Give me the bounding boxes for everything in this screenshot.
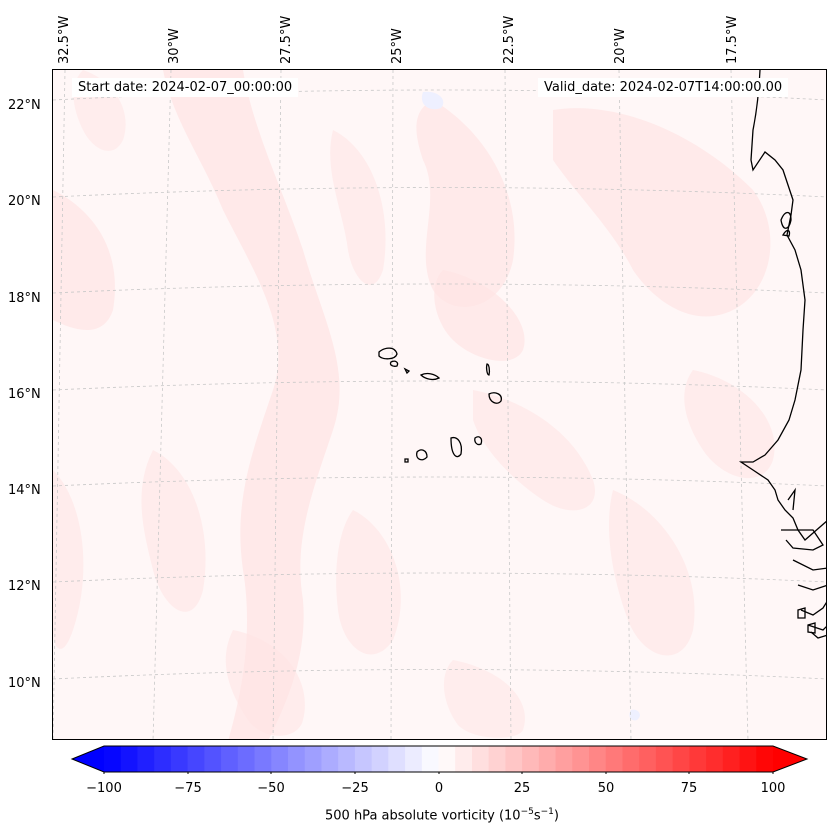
colorbar-segment bbox=[471, 746, 490, 772]
graticule bbox=[53, 70, 826, 739]
colorbar-segment bbox=[756, 746, 774, 772]
colorbar-segment bbox=[522, 746, 540, 772]
colorbar-segment bbox=[622, 746, 640, 772]
colorbar-segment bbox=[505, 746, 523, 772]
colorbar-segment bbox=[271, 746, 289, 772]
colorbar-tick-label: 25 bbox=[513, 781, 531, 796]
colorbar-segment bbox=[204, 746, 222, 772]
colorbar-segment bbox=[187, 746, 205, 772]
colorbar-segment bbox=[405, 746, 423, 772]
colorbar-segments bbox=[72, 746, 807, 772]
colorbar-segment bbox=[706, 746, 724, 772]
latitude-label: 18°N bbox=[8, 291, 41, 306]
african-coastline bbox=[738, 70, 826, 541]
colorbar-segment bbox=[589, 746, 607, 772]
valid-date-label: Valid_date: 2024-02-07T14:00:00.00 bbox=[538, 78, 789, 97]
colorbar-tick-label: 100 bbox=[760, 781, 786, 796]
longitude-label: 20°W bbox=[613, 28, 628, 64]
colorbar-tick-label: −75 bbox=[174, 781, 202, 796]
latitude-label: 20°N bbox=[8, 194, 41, 209]
colorbar-segment bbox=[354, 746, 373, 772]
colorbar-segment bbox=[455, 746, 473, 772]
colorbar-segment bbox=[137, 746, 155, 772]
colorbar-tick-label: 75 bbox=[680, 781, 698, 796]
colorbar-tick-label: 50 bbox=[597, 781, 615, 796]
colorbar-tick-label: −50 bbox=[257, 781, 285, 796]
longitude-label: 30°W bbox=[167, 28, 182, 64]
colorbar-segment bbox=[639, 746, 657, 772]
colorbar-segment bbox=[170, 746, 189, 772]
colorbar-segment bbox=[689, 746, 707, 772]
colorbar-segment bbox=[371, 746, 389, 772]
vorticity-negative-patches bbox=[421, 91, 640, 721]
latitude-label: 14°N bbox=[8, 483, 41, 498]
african-coastline bbox=[781, 487, 826, 639]
colorbar-segment bbox=[538, 746, 557, 772]
colorbar-segment bbox=[655, 746, 674, 772]
coastal-islands bbox=[780, 211, 816, 634]
colorbar-extend-max bbox=[773, 746, 807, 772]
colorbar-segment bbox=[338, 746, 356, 772]
colorbar-segment bbox=[488, 746, 506, 772]
colorbar-segment bbox=[104, 746, 122, 772]
colorbar-tick-label: −100 bbox=[86, 781, 122, 796]
colorbar-segment bbox=[572, 746, 590, 772]
colorbar-segment bbox=[421, 746, 439, 772]
longitude-label: 25°W bbox=[390, 28, 405, 64]
longitude-label: 17.5°W bbox=[725, 15, 740, 64]
colorbar-segment bbox=[254, 746, 272, 772]
colorbar-extend-min bbox=[72, 746, 104, 772]
start-date-label: Start date: 2024-02-07_00:00:00 bbox=[72, 78, 299, 97]
colorbar-segment bbox=[722, 746, 741, 772]
latitude-label: 10°N bbox=[8, 676, 41, 691]
longitude-label: 32.5°W bbox=[57, 15, 72, 64]
vorticity-field bbox=[53, 70, 826, 739]
longitude-label: 22.5°W bbox=[502, 15, 517, 64]
cape-verde-islands bbox=[378, 347, 502, 463]
colorbar-segment bbox=[120, 746, 138, 772]
colorbar-segment bbox=[237, 746, 256, 772]
latitude-label: 22°N bbox=[8, 98, 41, 113]
vorticity-contours bbox=[53, 70, 775, 739]
colorbar-segment bbox=[154, 746, 172, 772]
colorbar-tick-label: 0 bbox=[434, 781, 444, 796]
colorbar-segment bbox=[739, 746, 757, 772]
colorbar-segment bbox=[321, 746, 339, 772]
colorbar-segment bbox=[672, 746, 690, 772]
colorbar-segment bbox=[388, 746, 406, 772]
longitude-label: 27.5°W bbox=[279, 15, 294, 64]
latitude-label: 16°N bbox=[8, 387, 41, 402]
colorbar-segment bbox=[304, 746, 322, 772]
colorbar-segment bbox=[555, 746, 573, 772]
colorbar-ticks bbox=[103, 772, 774, 774]
colorbar-segment bbox=[287, 746, 306, 772]
latitude-label: 12°N bbox=[8, 579, 41, 594]
colorbar-segment bbox=[438, 746, 456, 772]
colorbar-tick-label: −25 bbox=[341, 781, 369, 796]
colorbar-title: 500 hPa absolute vorticity (10−5s−1) bbox=[325, 807, 559, 824]
colorbar-segment bbox=[605, 746, 623, 772]
colorbar-segment bbox=[221, 746, 239, 772]
colorbar bbox=[70, 745, 809, 774]
map-panel[interactable] bbox=[52, 69, 827, 740]
